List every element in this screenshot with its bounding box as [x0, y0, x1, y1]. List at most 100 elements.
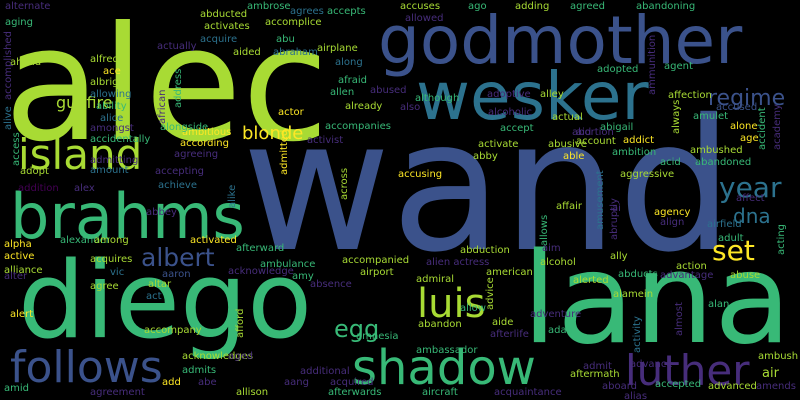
word: achieve: [158, 180, 197, 191]
word: admitting: [90, 155, 139, 166]
word: according: [180, 138, 229, 149]
word: alter: [4, 271, 28, 282]
word: absence: [310, 279, 352, 290]
word: acquired: [330, 377, 374, 388]
word: wesker: [416, 58, 649, 135]
word: aim: [542, 243, 561, 254]
word: afterlife: [490, 329, 529, 340]
word: acid: [660, 157, 681, 168]
word: also: [400, 102, 421, 113]
word: accusing: [398, 169, 443, 180]
word: acquaintance: [494, 387, 562, 398]
word: acknowledges: [182, 351, 254, 362]
word: amid: [4, 383, 29, 394]
word: aboard: [602, 381, 638, 392]
word: wand: [242, 80, 734, 292]
word: alcohol: [540, 257, 576, 268]
word: alec: [4, 0, 329, 177]
word: accepting: [155, 166, 205, 177]
word: access: [11, 132, 22, 166]
word: godmother: [378, 2, 743, 79]
word: allen: [330, 87, 355, 98]
word: ai: [612, 203, 621, 214]
word: accept: [500, 123, 534, 134]
word: agent: [664, 61, 693, 72]
word: agreed: [570, 1, 606, 12]
word: admit: [583, 361, 612, 372]
word: advanced: [708, 381, 757, 392]
word: adopt: [20, 166, 49, 177]
word: afterward: [236, 243, 285, 254]
word: additional: [300, 366, 350, 377]
word: aggressive: [620, 169, 675, 180]
word: alan: [708, 299, 730, 310]
word: ace: [103, 66, 121, 77]
word: diego: [18, 239, 313, 362]
word: actually: [157, 41, 197, 52]
word: albright: [90, 77, 129, 88]
word: accompanies: [325, 121, 391, 132]
word: amulet: [693, 111, 729, 122]
word: abduction: [460, 245, 510, 256]
word: abused: [370, 85, 407, 96]
word: agency: [654, 207, 691, 218]
word: dna: [733, 204, 771, 228]
word: amongst: [90, 123, 134, 134]
word: accomplice: [265, 17, 322, 28]
word: adoptive: [487, 89, 531, 100]
word: ally: [610, 251, 628, 262]
word: activate: [478, 139, 519, 150]
word: follows: [10, 342, 163, 393]
word: accused: [716, 102, 758, 113]
word: set: [712, 234, 755, 267]
word: age: [740, 133, 759, 144]
word: adopted: [597, 64, 639, 75]
word: among: [94, 235, 129, 246]
word: actual: [552, 112, 583, 123]
word: align: [660, 217, 685, 228]
word: agree: [90, 281, 119, 292]
word: afford: [235, 308, 246, 338]
word: abbey: [146, 207, 177, 218]
word: alongside: [160, 122, 209, 133]
word: able: [563, 151, 585, 162]
word: activates: [204, 21, 250, 32]
word: activated: [190, 235, 237, 246]
word: activist: [307, 135, 344, 146]
word: aged: [228, 351, 253, 362]
word: egg: [334, 315, 380, 343]
word: afraid: [338, 75, 368, 86]
word: activity: [632, 316, 643, 353]
word: ambassador: [416, 345, 478, 356]
word: alone: [730, 121, 758, 132]
word: alias: [624, 391, 648, 400]
word: altar: [148, 279, 172, 290]
word: almost: [674, 302, 685, 336]
word: admits: [182, 365, 217, 376]
word: airport: [360, 267, 394, 278]
word: aid: [576, 127, 592, 138]
word: abducts: [618, 269, 658, 280]
word: abducted: [200, 9, 248, 20]
word: ambitious: [182, 127, 232, 138]
word: affection: [668, 90, 712, 101]
word: alexander: [60, 235, 110, 246]
word: airfield: [707, 219, 742, 230]
word: abusive: [548, 139, 587, 150]
word: across: [339, 167, 350, 200]
word: albert: [141, 243, 215, 272]
word: brahms: [10, 180, 245, 253]
word: alerted: [573, 275, 609, 286]
word: aide: [492, 317, 514, 328]
word: lana: [522, 225, 792, 372]
word: active: [4, 251, 35, 262]
word: shadow: [352, 340, 536, 396]
word: abortion: [572, 127, 614, 138]
word: add: [162, 377, 181, 388]
word: addict: [623, 135, 655, 146]
word: acquire: [200, 34, 238, 45]
word: aging: [5, 17, 33, 28]
word: admiral: [416, 274, 455, 285]
word: ambush: [758, 351, 799, 362]
word: agreement: [90, 387, 145, 398]
